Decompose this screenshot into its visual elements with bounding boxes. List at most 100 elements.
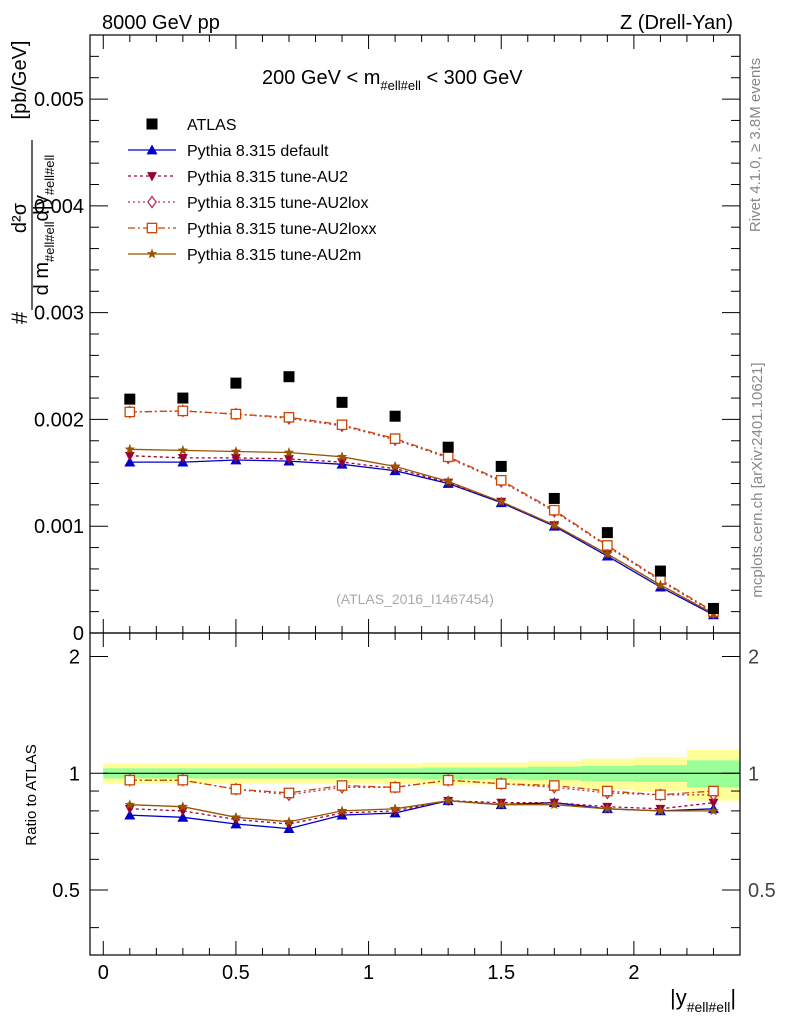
legend-label: ATLAS xyxy=(187,117,237,134)
series-point-3 xyxy=(230,408,242,420)
atlas-data-point xyxy=(283,371,295,383)
ylabel-den-a: d m xyxy=(31,262,53,295)
ratio-point-4 xyxy=(124,799,135,810)
ratio-point-3 xyxy=(230,783,242,795)
y-tick-label: 0.003 xyxy=(34,303,84,325)
x-axis-label: |y#ell#ell| xyxy=(670,985,736,1015)
x-tick-label: 2 xyxy=(628,962,639,984)
x-tick-label: 1 xyxy=(363,962,374,984)
plot-title-a: 200 GeV < m xyxy=(262,67,380,89)
series-point-1 xyxy=(177,454,188,464)
ratio-point-4 xyxy=(389,803,401,814)
ratio-tick-label-right: 2 xyxy=(748,647,759,669)
series-point-3 xyxy=(442,451,454,463)
ratio-point-3 xyxy=(283,787,295,799)
plot-title-b: < 300 GeV xyxy=(421,67,523,89)
ratio-point-3 xyxy=(336,780,348,791)
legend-label: Pythia 8.315 tune-AU2lox xyxy=(187,195,368,212)
ratio-plot-frame xyxy=(89,632,741,956)
atlas-data-point xyxy=(336,396,348,408)
ratio-point-4 xyxy=(177,801,189,812)
atlas-data-point xyxy=(707,602,719,614)
series-point-4 xyxy=(602,548,613,559)
mcplots-label: mcplots.cern.ch [arXiv:2401.10621] xyxy=(749,362,766,597)
atlas-data-point xyxy=(124,393,136,405)
legend-marker xyxy=(146,118,158,130)
ylabel-den-b: d|y xyxy=(31,195,53,221)
atlas-data-point xyxy=(177,392,189,404)
main-series xyxy=(124,371,719,620)
rivet-label: Rivet 4.1.0, ≥ 3.8M events xyxy=(747,58,764,232)
y-tick-label: 0.001 xyxy=(34,516,84,538)
series-point-3 xyxy=(495,474,507,486)
ylabel-den-sub2: #ell#ell xyxy=(42,155,57,196)
ratio-point-4 xyxy=(336,805,348,816)
series-point-4 xyxy=(177,444,189,455)
ratio-frame xyxy=(89,632,741,956)
atlas-data-point xyxy=(230,377,242,389)
series-point-4 xyxy=(389,460,401,471)
y-tick-label: 0 xyxy=(73,623,84,645)
ratio-point-3 xyxy=(177,774,189,786)
ylabel-unit: [pb/GeV] xyxy=(9,41,31,120)
ratio-point-4 xyxy=(602,803,613,814)
ratio-point-3 xyxy=(655,789,666,801)
ylabel-denominator: d m#ell#elld|y#ell#ell xyxy=(31,155,57,296)
y-axis-label: # d²σ d m#ell#elld|y#ell#ell [pb/GeV] xyxy=(7,41,57,325)
legend-marker xyxy=(146,248,158,259)
ratio-point-3 xyxy=(708,785,719,797)
atlas-data-point xyxy=(601,527,613,539)
header-right: Z (Drell-Yan) xyxy=(620,12,733,34)
series-line-0 xyxy=(129,459,714,616)
series-point-1 xyxy=(284,455,294,465)
series-point-4 xyxy=(496,496,507,507)
series-point-0 xyxy=(124,456,136,467)
ratio-point-3 xyxy=(124,774,136,786)
atlas-data-point xyxy=(442,441,454,453)
ratio-bands xyxy=(103,749,740,801)
series-point-3 xyxy=(336,419,348,431)
series-point-3 xyxy=(177,405,189,417)
ylabel-hash: # xyxy=(7,311,32,324)
ratio-point-4 xyxy=(230,811,242,822)
ratio-tick-label: 1 xyxy=(69,763,80,785)
series-point-4 xyxy=(442,475,454,486)
legend-marker xyxy=(146,222,158,234)
ratio-point-4 xyxy=(496,799,507,810)
legend-label: Pythia 8.315 tune-AU2loxx xyxy=(187,221,376,238)
series-point-3 xyxy=(283,411,295,423)
series-point-4 xyxy=(549,519,560,530)
series-point-1 xyxy=(230,454,241,464)
series-point-4 xyxy=(283,447,295,457)
y-tick-label: 0.002 xyxy=(34,409,84,431)
ylabel-den-sub: #ell#ell xyxy=(42,221,57,262)
series-point-3 xyxy=(389,433,401,444)
legend-label: Pythia 8.315 default xyxy=(187,143,329,160)
ratio-point-0 xyxy=(177,811,189,822)
ratio-point-4 xyxy=(442,795,454,806)
series-point-3 xyxy=(548,504,560,516)
ratio-tick-label-right: 0.5 xyxy=(748,880,776,902)
legend: ATLAS Pythia 8.315 default Pythia 8.315 tu… xyxy=(128,117,376,264)
plot-title: 200 GeV < m#ell#ell < 300 GeV xyxy=(262,67,523,93)
ratio-point-4 xyxy=(549,799,560,810)
legend-marker xyxy=(147,172,157,182)
series-point-4 xyxy=(230,446,242,456)
atlas-data-point xyxy=(548,492,560,504)
ylabel-numerator: d²σ xyxy=(9,202,31,233)
header-left: 8000 GeV pp xyxy=(102,12,220,34)
ratio-point-3 xyxy=(548,780,560,791)
y-tick-label: 0.004 xyxy=(34,196,84,218)
series-point-3 xyxy=(124,406,136,418)
series-point-4 xyxy=(655,579,666,590)
xlabel-sub: #ell#ell xyxy=(687,999,731,1015)
y-tick-label: 0.005 xyxy=(34,89,84,111)
atlas-data-point xyxy=(654,565,666,577)
main-ticks: 0 0.001 0.002 0.003 0.004 0.005 xyxy=(34,34,741,647)
series-line-2 xyxy=(129,410,714,614)
ratio-point-1 xyxy=(708,798,719,809)
series-line-4 xyxy=(129,448,714,615)
legend-marker xyxy=(146,144,158,155)
